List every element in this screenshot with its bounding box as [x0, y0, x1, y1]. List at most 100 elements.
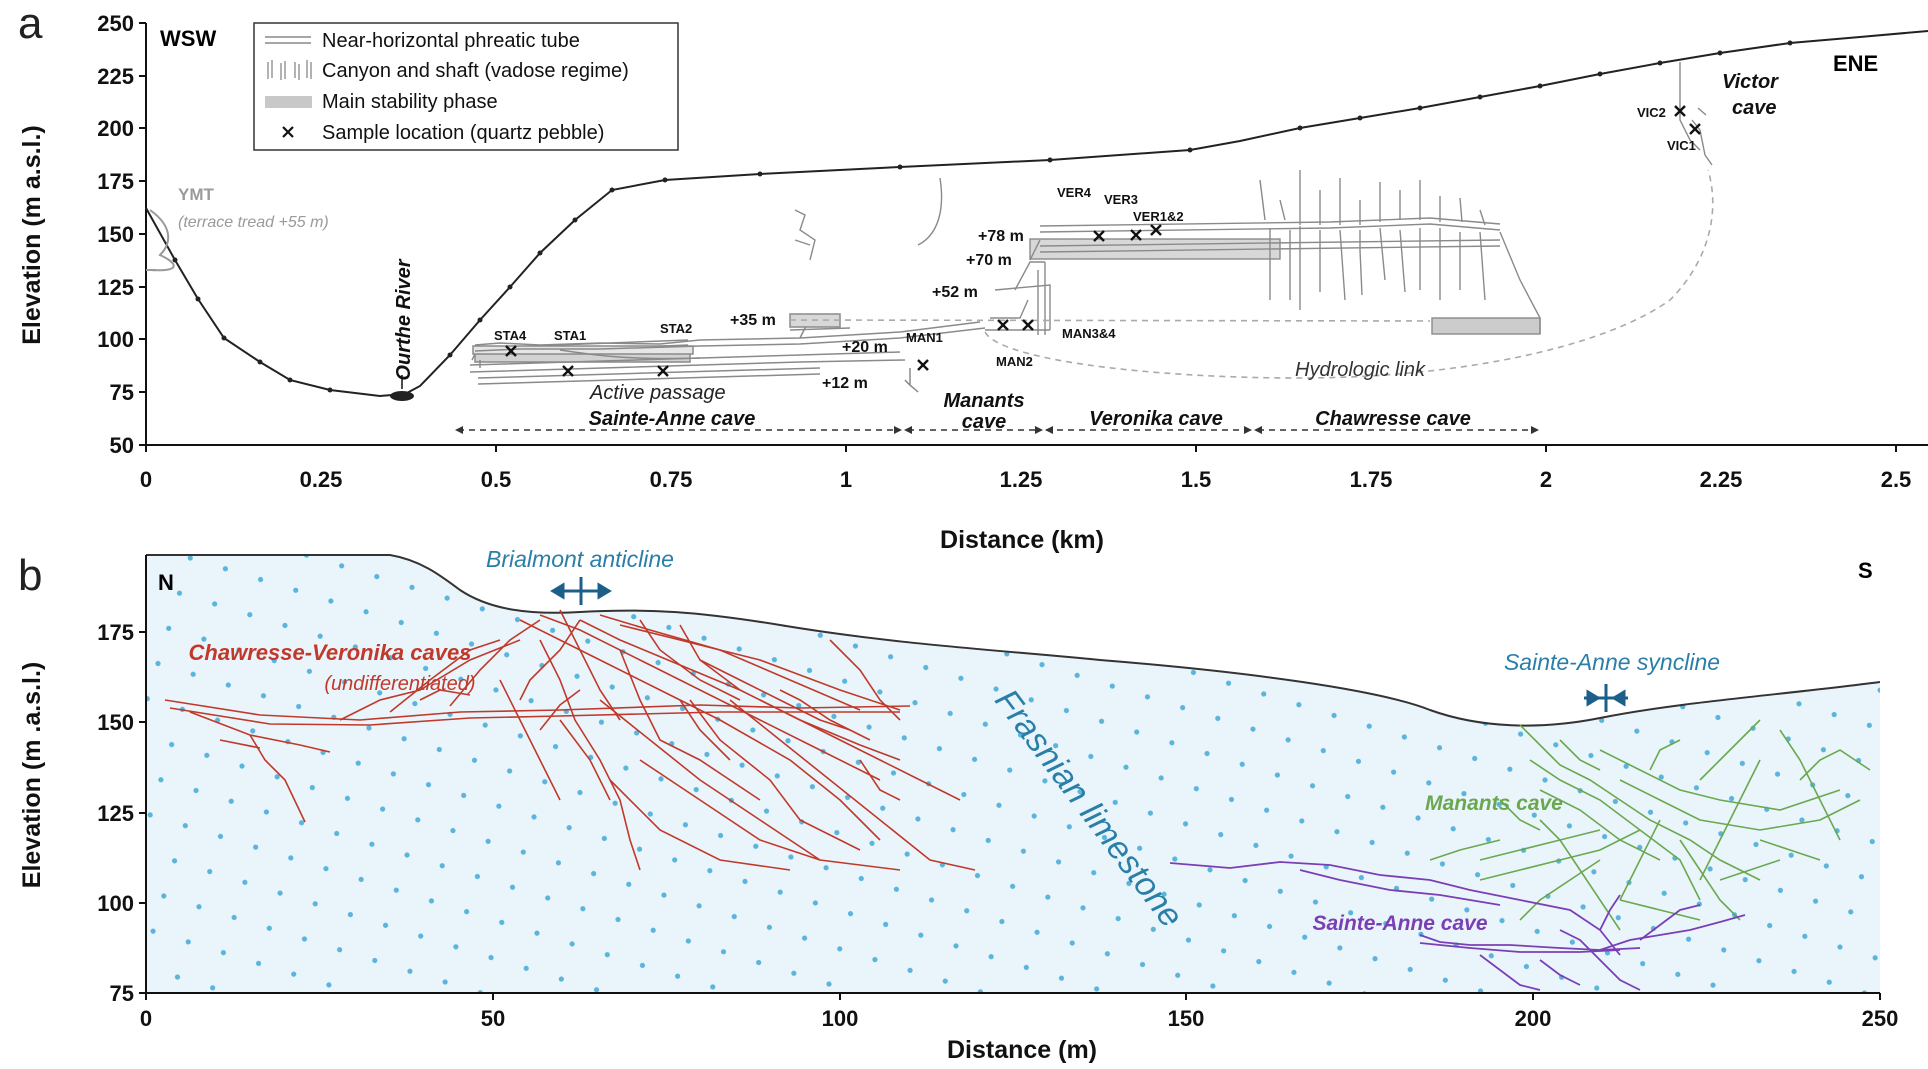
a-ytick-250: 250	[97, 11, 134, 36]
sainte-anne-label-b: Sainte-Anne cave	[1312, 912, 1487, 935]
a-ytick-75: 75	[110, 380, 134, 405]
b-ytick-100: 100	[97, 891, 134, 916]
b-dir-n: N	[158, 570, 174, 595]
b-xtick-0: 0	[140, 1006, 152, 1031]
a-ytick-50: 50	[110, 433, 134, 458]
legend-sample-label: Sample location (quartz pebble)	[322, 122, 604, 144]
chawresse-note-b: (undifferentiated)	[324, 673, 475, 695]
b-ytick-150: 150	[97, 710, 134, 735]
label-veronika-cave: Veronika cave	[1089, 408, 1223, 430]
anticline-label: Brialmont anticline	[486, 546, 674, 572]
label-sta4: STA4	[494, 328, 527, 343]
panel-a: a 250 225 200 175 150 125 100 75 50	[18, 0, 1928, 554]
label-victor-cave-2: cave	[1732, 97, 1777, 119]
legend-tube-label: Near-horizontal phreatic tube	[322, 30, 580, 52]
label-man34: MAN3&4	[1062, 326, 1116, 341]
sainte-anne-cave-passages	[470, 314, 985, 392]
limestone-dots	[146, 555, 1880, 993]
b-xtick-250: 250	[1862, 1006, 1899, 1031]
label-ver12: VER1&2	[1133, 209, 1184, 224]
a-xtick-1: 1	[840, 467, 852, 492]
panel-a-label: a	[18, 0, 43, 48]
label-sta2: STA2	[660, 321, 692, 336]
a-xtick-175: 1.75	[1350, 467, 1393, 492]
label-victor-cave: Victor	[1722, 71, 1779, 93]
sample-man2	[998, 320, 1008, 330]
a-xtick-0: 0	[140, 467, 152, 492]
a-dir-ene: ENE	[1833, 51, 1878, 76]
ymt-label: YMT	[178, 185, 215, 204]
panel-b-label: b	[18, 551, 42, 600]
label-sainte-anne-cave-a: Sainte-Anne cave	[589, 408, 756, 430]
a-ytick-100: 100	[97, 327, 134, 352]
a-ytick-175: 175	[97, 169, 134, 194]
label-ver4: VER4	[1057, 185, 1092, 200]
legend-canyon-label: Canyon and shaft (vadose regime)	[322, 60, 629, 82]
b-xtick-200: 200	[1515, 1006, 1552, 1031]
syncline-label: Sainte-Anne syncline	[1504, 649, 1720, 675]
label-vic1: VIC1	[1667, 138, 1696, 153]
b-xtick-100: 100	[822, 1006, 859, 1031]
level-12: +12 m	[822, 375, 868, 392]
river-label: Ourthe River	[393, 258, 415, 380]
level-52: +52 m	[932, 284, 978, 301]
anticline-symbol	[553, 577, 609, 605]
b-ytick-125: 125	[97, 801, 134, 826]
label-man2: MAN2	[996, 354, 1033, 369]
level-20: +20 m	[842, 339, 888, 356]
b-xtick-150: 150	[1168, 1006, 1205, 1031]
sample-sta1	[563, 366, 573, 376]
a-ylabel: Elevation (m a.s.l.)	[18, 125, 46, 345]
a-ytick-225: 225	[97, 64, 134, 89]
b-dir-s: S	[1858, 558, 1873, 583]
syncline-symbol	[1584, 684, 1628, 712]
ymt-note: (terrace tread +55 m)	[178, 214, 329, 231]
label-chawresse-cave: Chawresse cave	[1315, 408, 1471, 430]
a-xtick-25: 2.5	[1881, 467, 1912, 492]
label-man1: MAN1	[906, 330, 943, 345]
label-hydrologic-link: Hydrologic link	[1295, 359, 1426, 381]
a-ytick-150: 150	[97, 222, 134, 247]
b-xtick-50: 50	[481, 1006, 505, 1031]
a-xtick-2: 2	[1540, 467, 1552, 492]
chawresse-label-b: Chawresse-Veronika caves	[189, 640, 472, 665]
label-manants-cave-a: Manants	[943, 390, 1024, 412]
level-78: +78 m	[978, 228, 1024, 245]
label-manants-cave-a-2: cave	[962, 411, 1007, 433]
sample-man1	[918, 360, 928, 370]
b-ytick-75: 75	[110, 981, 134, 1006]
label-vic2: VIC2	[1637, 105, 1666, 120]
a-xtick-025: 0.25	[300, 467, 343, 492]
b-xlabel: Distance (m)	[947, 1036, 1097, 1064]
a-xtick-075: 0.75	[650, 467, 693, 492]
legend-stability-label: Main stability phase	[322, 91, 498, 113]
label-active-passage: Active passage	[589, 382, 726, 404]
river-channel	[390, 391, 414, 401]
hydrologic-connections	[790, 170, 1713, 378]
label-ver3: VER3	[1104, 192, 1138, 207]
manants-label-b: Manants cave	[1425, 792, 1563, 815]
b-ytick-175: 175	[97, 620, 134, 645]
sample-man34	[1023, 320, 1033, 330]
panel-b-y-ticks: 175 150 125 100 75	[97, 620, 146, 1006]
a-xtick-125: 1.25	[1000, 467, 1043, 492]
level-35: +35 m	[730, 312, 776, 329]
b-ylabel: Elevation (m .a.s.l.)	[18, 662, 46, 888]
a-ytick-200: 200	[97, 116, 134, 141]
legend: Near-horizontal phreatic tube Canyon and…	[254, 23, 678, 150]
a-xtick-05: 0.5	[481, 467, 512, 492]
a-dir-wsw: WSW	[160, 26, 216, 51]
panel-b-x-ticks: 0 50 100 150 200 250	[140, 993, 1898, 1031]
a-xtick-225: 2.25	[1700, 467, 1743, 492]
level-70: +70 m	[966, 252, 1012, 269]
sample-sta2	[658, 366, 668, 376]
a-ytick-125: 125	[97, 275, 134, 300]
a-xlabel: Distance (km)	[940, 526, 1104, 554]
ymt-bracket	[150, 210, 174, 270]
label-sta1: STA1	[554, 328, 586, 343]
panel-a-y-ticks: 250 225 200 175 150 125 100 75 50	[97, 11, 146, 458]
a-xtick-15: 1.5	[1181, 467, 1212, 492]
panel-a-x-ticks: 0 0.25 0.5 0.75 1 1.25 1.5 1.75 2 2.25 2…	[140, 445, 1911, 492]
legend-stability-swatch	[265, 96, 312, 108]
